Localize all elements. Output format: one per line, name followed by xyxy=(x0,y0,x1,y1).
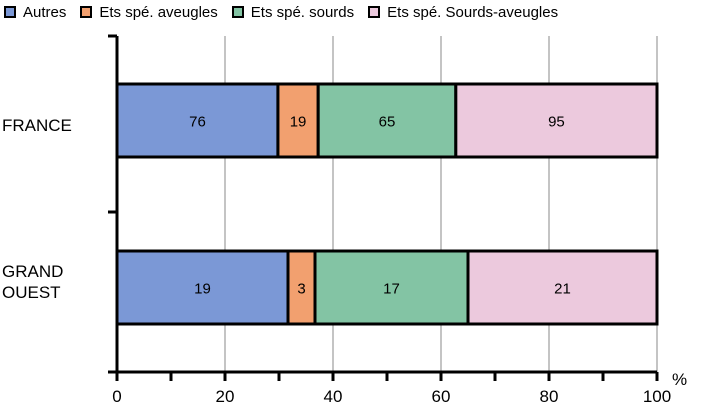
legend-swatch xyxy=(80,6,93,18)
x-axis-unit: % xyxy=(672,370,687,389)
legend-item: Ets spé. aveugles xyxy=(80,3,218,21)
bar-segment xyxy=(115,82,280,159)
data-label: 76 xyxy=(189,114,206,131)
category-label: GRAND OUEST xyxy=(2,262,64,302)
x-tick-label: 60 xyxy=(432,387,451,406)
x-tick-label: 100 xyxy=(643,387,671,406)
legend-swatch xyxy=(368,6,381,18)
data-label: 19 xyxy=(194,281,211,298)
legend-swatch xyxy=(4,6,16,18)
legend-item: Autres xyxy=(4,4,66,21)
legend-label: Ets spé. Sourds-aveugles xyxy=(387,3,559,21)
category-label: FRANCE xyxy=(2,115,72,135)
data-label: 95 xyxy=(548,114,565,131)
data-label: 21 xyxy=(554,281,571,298)
legend-swatch xyxy=(231,6,244,18)
legend-item: Ets spé. sourds xyxy=(231,3,355,21)
x-tick-label: 40 xyxy=(324,387,343,406)
data-label: 17 xyxy=(383,281,400,298)
x-tick-label: 20 xyxy=(216,387,235,406)
data-label: 19 xyxy=(290,114,307,131)
bar-segment xyxy=(454,82,659,159)
x-tick-label: 0 xyxy=(112,387,121,406)
legend-label: Ets spé. sourds xyxy=(250,3,355,21)
legend-label: Autres xyxy=(23,3,67,21)
data-label: 3 xyxy=(297,281,305,298)
legend-label: Ets spé. aveugles xyxy=(99,3,218,21)
x-tick-label: 80 xyxy=(540,387,559,406)
data-label: 65 xyxy=(379,114,396,131)
bar-segment xyxy=(466,249,659,326)
chart-legend: Autres Ets spé. aveugles Ets spé. sourds Et… xyxy=(4,2,558,22)
legend-item: Ets spé. Sourds-aveugles xyxy=(368,4,558,21)
